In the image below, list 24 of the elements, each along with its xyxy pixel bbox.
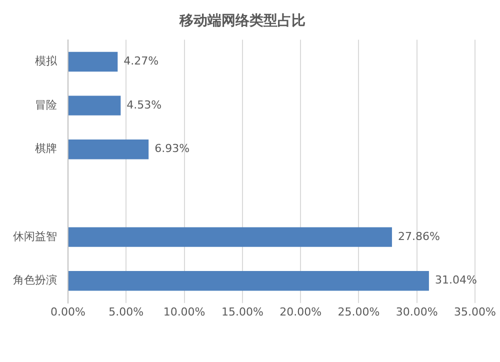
x-tick-label: 35.00% [454,305,496,318]
x-tick-label: 5.00% [108,305,144,318]
x-tick-label: 15.00% [221,305,264,318]
bar [68,140,149,160]
x-tick-label: 25.00% [338,305,380,318]
y-tick-label: 冒险 [35,98,57,112]
data-label: 4.27% [124,54,159,68]
bar [68,96,121,116]
y-tick-label: 角色扮演 [13,274,57,287]
data-label: 31.04% [434,274,477,287]
data-label: 27.86% [398,230,440,243]
data-label: 4.53% [126,98,162,112]
x-tick-label: 10.00% [163,305,206,318]
bar [68,271,429,291]
x-tick-label: 0.00% [50,305,86,318]
y-tick-label: 休闲益智 [13,230,57,243]
x-tick-label: 20.00% [280,305,322,318]
y-tick-label: 模拟 [35,54,58,68]
data-label: 6.93% [154,142,190,156]
bar [68,52,118,72]
x-tick-label: 30.00% [396,305,438,318]
chart-title: 移动端网络类型占比 [178,13,306,30]
y-tick-label: 棋牌 [35,142,57,156]
bar [68,227,392,247]
